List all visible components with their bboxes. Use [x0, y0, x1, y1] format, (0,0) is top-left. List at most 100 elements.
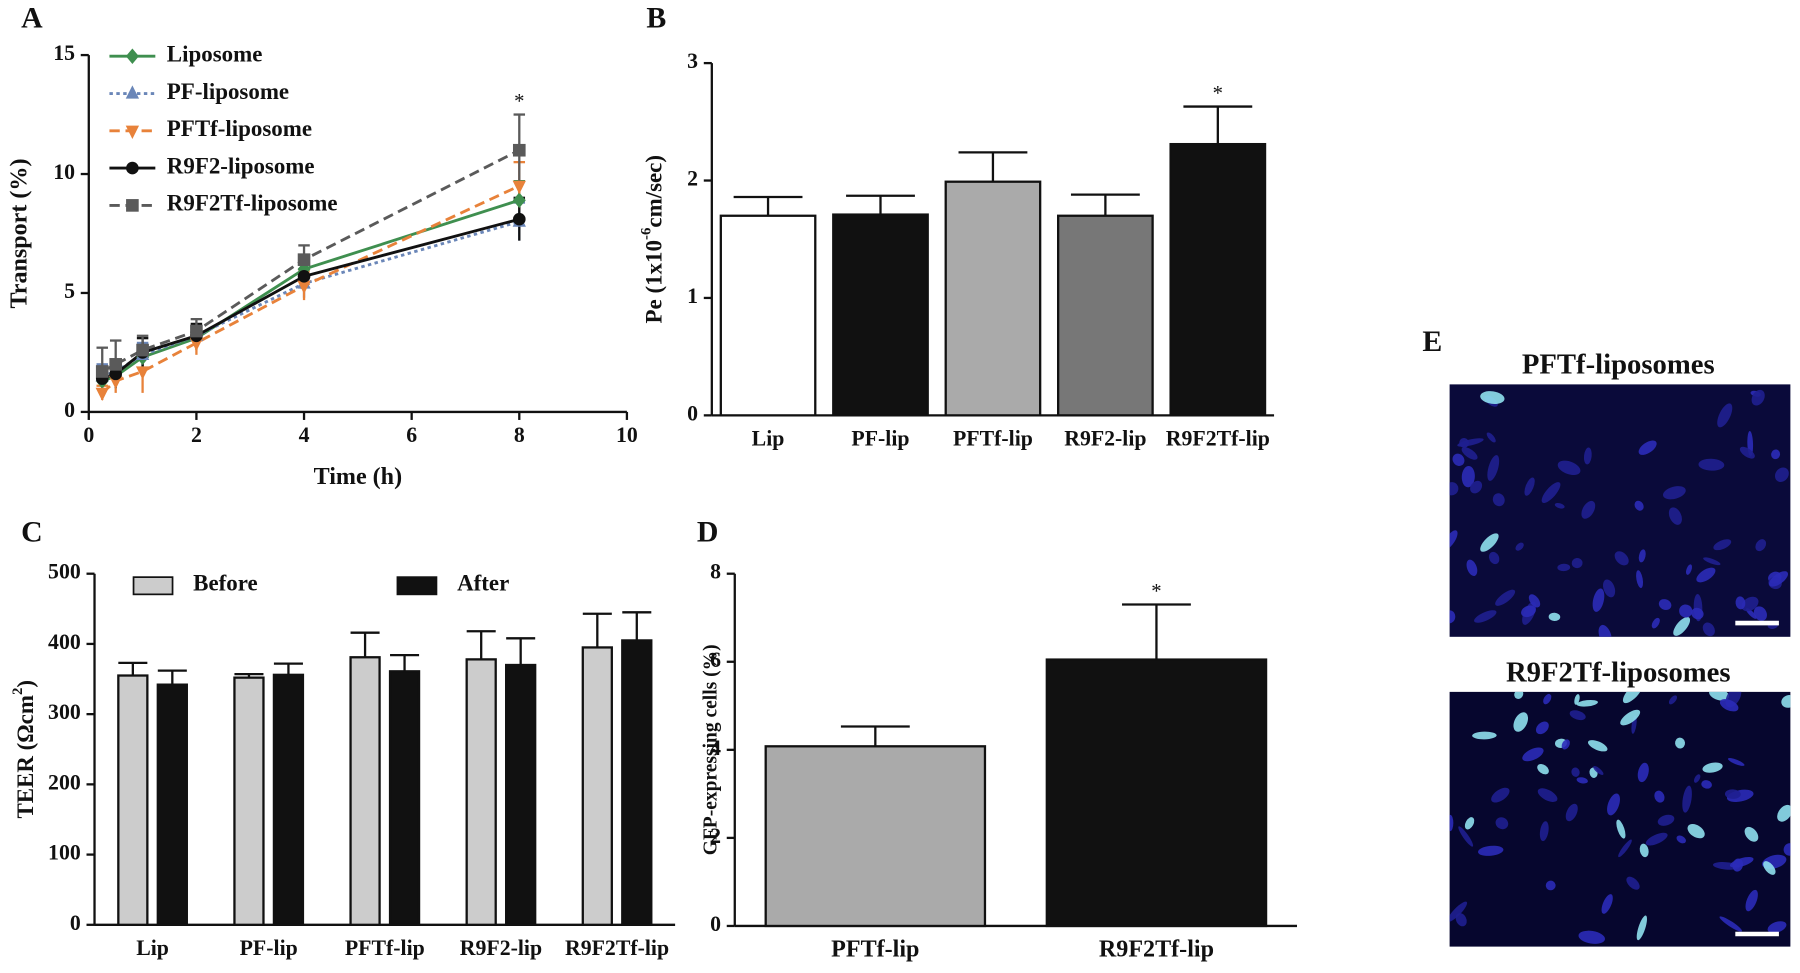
x-tick-label: 8 — [514, 423, 525, 447]
cell — [1651, 617, 1660, 629]
y-tick-label: 2 — [710, 824, 721, 848]
cell — [1576, 699, 1598, 707]
cell — [1461, 447, 1478, 460]
cell — [1701, 780, 1712, 789]
bar — [156, 683, 188, 926]
cell — [1771, 449, 1781, 460]
x-tick-label: 2 — [191, 423, 202, 447]
cell — [1735, 596, 1746, 610]
y-tick-label: 10 — [53, 160, 75, 184]
series-line — [101, 220, 520, 378]
marker — [297, 270, 311, 283]
cell — [1763, 861, 1776, 875]
x-tick-label: 4 — [299, 423, 310, 447]
series-line — [101, 184, 520, 394]
cell — [1637, 762, 1649, 783]
bar — [944, 180, 1042, 417]
marker — [136, 343, 149, 357]
cell — [1685, 564, 1693, 575]
series-line — [101, 198, 520, 383]
bar — [1169, 142, 1267, 417]
cell — [1638, 440, 1657, 455]
cell — [1524, 477, 1535, 496]
bar — [764, 745, 987, 928]
cell — [1724, 789, 1741, 799]
bar — [581, 646, 613, 926]
legend-label: PFTf-liposome — [167, 116, 312, 141]
cell — [1753, 606, 1767, 621]
cell — [1522, 747, 1544, 762]
cell — [1634, 500, 1644, 511]
series-line — [101, 217, 520, 380]
marker — [190, 324, 203, 338]
cell — [1698, 458, 1725, 471]
marker — [297, 253, 311, 266]
image-title: R9F2Tf-liposomes — [1506, 656, 1731, 688]
cell — [1561, 739, 1570, 750]
marker — [125, 48, 139, 65]
cell — [1614, 551, 1629, 566]
bar — [272, 673, 305, 926]
cell — [1626, 876, 1640, 890]
cell — [1495, 817, 1509, 830]
y-axis-title-part: TEER (Ωcm — [13, 695, 38, 819]
cell — [1593, 765, 1604, 775]
panel-label: E — [1422, 325, 1442, 358]
y-tick-label: 0 — [70, 911, 81, 935]
cell — [1592, 588, 1605, 612]
y-tick-label: 500 — [48, 560, 81, 584]
bar — [117, 674, 149, 926]
cell — [1491, 787, 1510, 803]
cell — [1654, 790, 1665, 803]
cell — [1539, 821, 1549, 842]
cell — [1687, 824, 1705, 839]
cell — [1458, 826, 1474, 847]
y-tick-label: 200 — [48, 770, 81, 794]
cell — [1464, 817, 1475, 830]
cell — [1713, 539, 1732, 551]
cell — [1470, 480, 1483, 494]
marker — [125, 125, 140, 139]
cell — [1755, 539, 1767, 552]
significance-mark: * — [1151, 581, 1161, 603]
cell — [1535, 721, 1549, 735]
x-tick-label: R9F2-lip — [1064, 427, 1146, 451]
cell — [1477, 845, 1504, 856]
cell — [1480, 533, 1499, 552]
marker — [95, 365, 109, 378]
cell — [1719, 698, 1739, 712]
x-tick-label: R9F2-lip — [460, 936, 542, 960]
cell — [1658, 599, 1672, 611]
cell — [1492, 493, 1505, 507]
bar — [505, 663, 537, 926]
bar — [621, 639, 653, 926]
legend-label: R9F2-liposome — [167, 153, 315, 178]
marker — [512, 212, 526, 226]
cell — [1703, 557, 1721, 566]
cell — [1449, 482, 1459, 496]
cell — [1662, 486, 1686, 500]
cell — [1571, 557, 1583, 569]
cell — [1541, 482, 1561, 503]
cell — [1682, 785, 1692, 813]
cell — [1636, 915, 1648, 941]
cell — [1474, 610, 1497, 623]
cell — [1576, 777, 1588, 784]
marker — [95, 387, 109, 402]
cell — [1636, 570, 1644, 588]
y-tick-label: 6 — [710, 648, 721, 672]
cell — [1717, 403, 1733, 428]
micrograph — [1449, 691, 1791, 947]
cell — [1459, 437, 1469, 448]
cell — [1767, 921, 1787, 934]
cell — [1702, 762, 1723, 773]
marker — [109, 358, 123, 371]
cell — [1676, 835, 1686, 844]
x-tick-label: Lip — [752, 427, 785, 451]
panel-label: C — [21, 516, 43, 549]
cell — [1587, 740, 1608, 752]
cell — [1739, 446, 1755, 459]
legend-swatch — [396, 576, 438, 596]
cell — [1495, 589, 1516, 606]
y-tick-label: 3 — [687, 49, 698, 73]
